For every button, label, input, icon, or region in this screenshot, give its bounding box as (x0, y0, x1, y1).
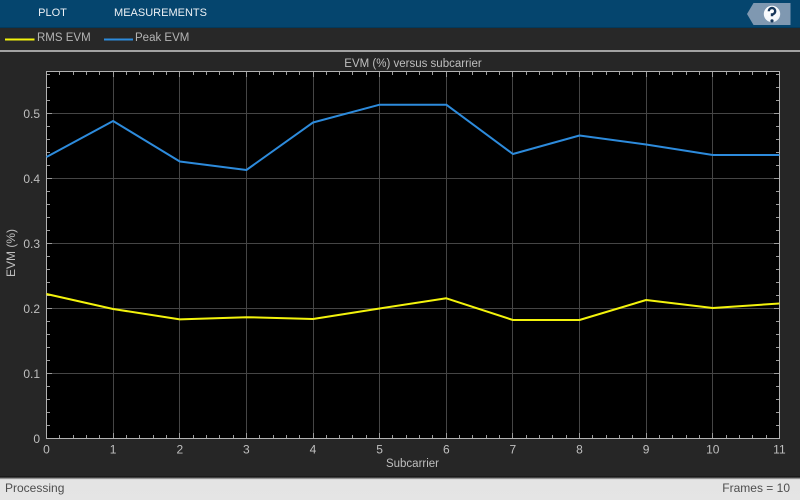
svg-text:2: 2 (176, 443, 183, 457)
svg-text:0: 0 (43, 443, 50, 457)
svg-text:Subcarrier: Subcarrier (386, 458, 439, 470)
svg-text:0: 0 (33, 432, 40, 446)
svg-text:EVM (%) versus subcarrier: EVM (%) versus subcarrier (344, 58, 482, 70)
svg-text:0.2: 0.2 (23, 302, 40, 316)
svg-text:1: 1 (110, 443, 117, 457)
svg-text:7: 7 (510, 443, 517, 457)
svg-text:11: 11 (773, 443, 786, 457)
svg-text:8: 8 (576, 443, 583, 457)
svg-text:5: 5 (376, 443, 383, 457)
svg-text:9: 9 (643, 443, 650, 457)
svg-text:0.3: 0.3 (23, 237, 40, 251)
svg-text:3: 3 (243, 443, 250, 457)
svg-text:EVM (%): EVM (%) (4, 229, 18, 277)
svg-text:0.4: 0.4 (23, 172, 40, 186)
svg-text:0.1: 0.1 (23, 367, 40, 381)
svg-text:10: 10 (706, 443, 720, 457)
svg-text:0.5: 0.5 (23, 107, 40, 121)
svg-text:4: 4 (310, 443, 317, 457)
svg-text:6: 6 (443, 443, 450, 457)
